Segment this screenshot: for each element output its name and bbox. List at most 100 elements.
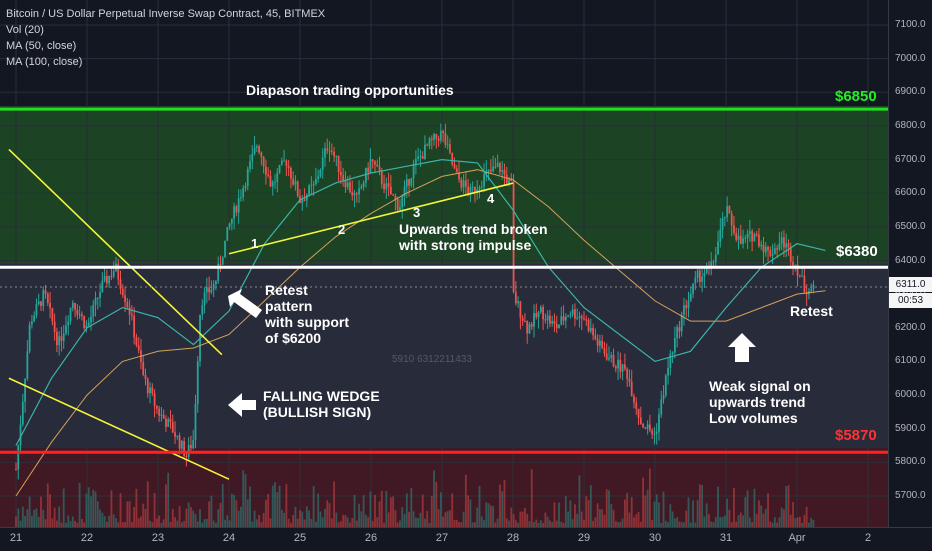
volume-bar [96,501,99,527]
candle-body [542,307,545,320]
volume-bar [299,510,301,527]
volume-bar [317,493,320,527]
candle-body [458,172,460,180]
candle-body [489,169,492,172]
candle-body [760,244,763,247]
candle-body [658,414,660,432]
volume-bar [639,521,642,527]
volume-bar [94,491,97,527]
candle-body [280,160,283,165]
candle-body [623,364,626,369]
volume-bar [355,520,358,527]
candle-body [705,266,708,274]
volume-bar [260,522,263,527]
candle-body [19,424,22,446]
indicator-ma50[interactable]: MA (50, close) [6,40,77,52]
candle-body [221,257,224,265]
candle-body [753,233,756,242]
candle-body [667,367,669,376]
faint-overlay-value: 5910 6312211433 [392,354,472,365]
volume-bar [564,496,567,527]
volume-bar [510,507,513,527]
candle-body [646,424,649,429]
retest-pattern-line-1: Retest [265,282,308,298]
candle-body [260,152,263,158]
volume-bar [28,496,31,527]
volume-bar [703,516,706,527]
indicator-volume[interactable]: Vol (20) [6,24,44,36]
volume-bar [596,503,599,527]
price-tick-label: 6500.0 [895,220,926,232]
candle-body [235,206,238,213]
candle-body [219,263,222,265]
volume-bar [728,509,731,527]
volume-bar [539,520,542,527]
candle-body [17,445,20,470]
volume-bar [599,509,601,527]
volume-bar [276,492,279,527]
volume-bar [621,518,624,527]
candle-body [342,175,345,181]
volume-bar [210,495,213,527]
candle-body [642,424,644,428]
candle-body [442,130,445,134]
volume-bar [496,518,499,527]
volume-bar [353,494,356,527]
candle-body [778,243,781,250]
candle-body [142,361,145,375]
volume-bar [196,521,199,527]
weak-signal-annotation: Weak signal on upwards trend Low volumes [709,378,811,426]
candle-body [692,283,694,294]
volume-bar [439,492,442,527]
candle-body [226,227,229,241]
candle-body [192,440,195,449]
volume-bar [471,522,474,527]
candle-body [37,301,40,305]
time-axis[interactable] [0,527,932,551]
candle-body [789,247,792,262]
volume-bar [326,500,329,527]
volume-bar [226,515,229,527]
candle-body [626,368,629,379]
volume-bar [31,515,33,527]
retest-pattern-line-4: of $6200 [265,330,322,346]
volume-bar [296,518,299,527]
candle-body [28,324,31,352]
candle-body [244,186,247,188]
volume-bar [87,487,90,527]
arrows [228,289,756,417]
volume-bar [605,489,608,527]
candle-body [612,355,615,367]
candle-body [62,333,65,341]
candle-body [92,304,95,317]
level-high-label: $6850 [835,88,877,105]
volume-bar [508,520,510,527]
indicator-ma100[interactable]: MA (100, close) [6,56,83,68]
candle-body [521,317,524,321]
price-axis[interactable] [888,0,932,527]
volume-bar [751,522,754,527]
candle-body [305,194,308,201]
volume-bar [76,522,79,527]
candle-body [610,355,613,359]
candle-body [519,301,522,318]
volume-bar [792,502,794,527]
candle-body [564,316,567,321]
volume-bar [278,485,281,527]
candle-body [130,314,133,316]
candle-body [24,378,26,402]
candle-body [798,275,801,277]
volume-bar [180,522,183,527]
candle-body [258,146,261,153]
volume-bar [271,485,274,527]
price-tick-label: 7100.0 [895,19,926,30]
candle-body [171,422,174,433]
volume-bar [142,503,145,527]
candle-body [53,321,56,332]
volume-bar [46,483,49,527]
volume-bar [421,494,424,527]
volume-bar [592,520,594,527]
candle-body [553,320,556,324]
candle-body [480,186,483,188]
